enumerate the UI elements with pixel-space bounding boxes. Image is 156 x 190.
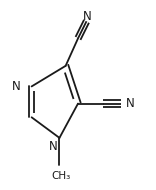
Text: N: N xyxy=(49,140,58,153)
Text: N: N xyxy=(83,10,92,24)
Text: N: N xyxy=(125,97,134,110)
Text: CH₃: CH₃ xyxy=(51,171,71,180)
Text: N: N xyxy=(12,80,21,93)
